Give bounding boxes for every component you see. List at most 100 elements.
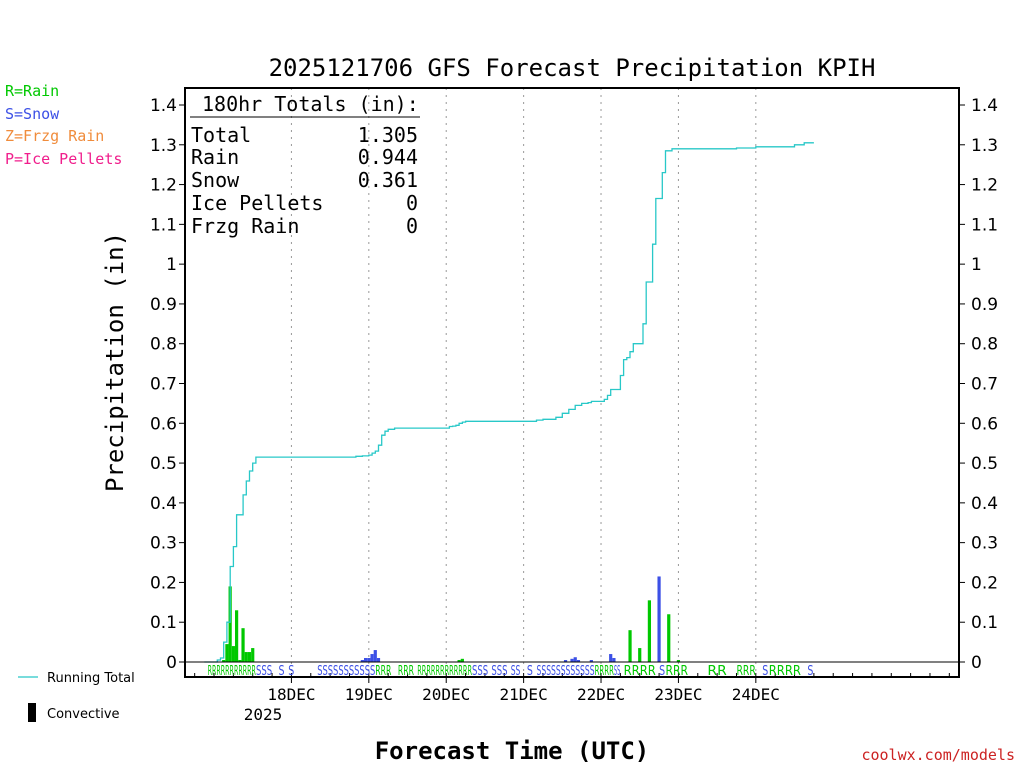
type-marker: S bbox=[807, 664, 813, 679]
y-axis-label: Precipitation (in) bbox=[101, 232, 129, 492]
y-tick-label-right: 1.2 bbox=[971, 176, 998, 196]
precip-bars bbox=[222, 576, 681, 662]
precip-bar bbox=[247, 652, 252, 662]
precip-bar bbox=[244, 652, 248, 662]
type-marker: RR bbox=[707, 664, 726, 679]
y-tick-label-right: 1.4 bbox=[971, 96, 998, 116]
type-marker: S bbox=[279, 664, 285, 679]
precip-bar bbox=[251, 648, 255, 662]
y-tick-label-right: 0.8 bbox=[971, 335, 998, 355]
legend-snow: S=Snow bbox=[5, 105, 60, 123]
y-tick-label-left: 0.3 bbox=[150, 534, 177, 554]
type-marker: RRRR bbox=[769, 664, 801, 679]
y-tick-label-right: 0 bbox=[971, 653, 982, 673]
y-tick-label-left: 0.5 bbox=[150, 454, 177, 474]
precip-bar bbox=[228, 586, 232, 662]
precip-bar bbox=[225, 644, 229, 662]
totals-value-total: 1.305 bbox=[358, 123, 418, 147]
y-tick-label-right: 0.5 bbox=[971, 454, 998, 474]
y-tick-label-left: 0.1 bbox=[150, 613, 177, 633]
type-marker: SSS bbox=[472, 664, 488, 679]
precip-bar bbox=[573, 657, 577, 662]
y-tick-label-right: 0.3 bbox=[971, 534, 998, 554]
x-tick-label: 23DEC bbox=[654, 685, 702, 704]
series-legend: Running Total Convective bbox=[18, 671, 135, 722]
type-marker: RRRR bbox=[595, 664, 614, 679]
type-marker: RRRR bbox=[624, 664, 656, 679]
precip-bar bbox=[373, 650, 377, 662]
type-marker: SS bbox=[614, 664, 620, 679]
precip-bar bbox=[589, 660, 593, 662]
type-marker: SS bbox=[511, 664, 521, 679]
convective-legend-label: Convective bbox=[47, 707, 120, 722]
x-tick-label: 21DEC bbox=[500, 685, 548, 704]
precip-bar bbox=[370, 654, 374, 662]
totals-value-ice-pellets: 0 bbox=[406, 191, 418, 215]
credit-text: coolwx.com/models bbox=[861, 746, 1015, 764]
y-tick-label-right: 0.6 bbox=[971, 414, 998, 434]
type-marker: RRR bbox=[666, 664, 689, 679]
y-tick-label-right: 1 bbox=[971, 255, 982, 275]
type-marker: SSS bbox=[491, 664, 507, 679]
y-tick-label-left: 0.8 bbox=[150, 335, 177, 355]
totals-value-rain: 0.944 bbox=[358, 145, 418, 169]
precip-bar bbox=[647, 600, 651, 662]
type-marker: RRR bbox=[375, 664, 391, 679]
type-marker: SSS bbox=[256, 664, 272, 679]
precip-bar bbox=[570, 658, 574, 662]
precip-bar bbox=[367, 658, 371, 662]
x-tick-label: 20DEC bbox=[422, 685, 470, 704]
type-marker: SSSSSSSSSSSS bbox=[537, 664, 595, 679]
y-tick-label-right: 0.7 bbox=[971, 375, 998, 395]
precip-bar bbox=[628, 630, 632, 662]
y-tick-label-left: 0.6 bbox=[150, 414, 177, 434]
precip-bar bbox=[576, 660, 581, 662]
running-total-layer bbox=[204, 142, 814, 663]
type-marker: S bbox=[659, 664, 665, 679]
y-tick-label-left: 1.4 bbox=[150, 96, 177, 116]
type-markers: RRRRRRRRRRR SSS S S SSSSSSSSSSS RRR RRR RRRRRRR… bbox=[208, 664, 814, 679]
type-marker: RRRRRRRRRRRR bbox=[417, 664, 472, 679]
type-marker: RRR bbox=[398, 664, 414, 679]
x-tick-label: 22DEC bbox=[577, 685, 625, 704]
y-tick-label-left: 1 bbox=[166, 255, 177, 275]
precip-bar bbox=[460, 658, 464, 662]
totals-value-frzg-rain: 0 bbox=[406, 214, 418, 238]
precip-bar bbox=[667, 614, 671, 662]
y-tick-label-left: 0.2 bbox=[150, 573, 177, 593]
precip-bar bbox=[376, 658, 381, 662]
y-tick-label-left: 1.3 bbox=[150, 136, 177, 156]
y-tick-label-left: 0.9 bbox=[150, 295, 177, 315]
totals-label-total: Total bbox=[191, 123, 251, 147]
running-total-legend-label: Running Total bbox=[47, 671, 135, 686]
plot-frame bbox=[184, 87, 960, 678]
y-tick-label-left: 0.4 bbox=[150, 494, 177, 514]
y-tick-label-right: 1.1 bbox=[971, 215, 998, 235]
year-label: 2025 bbox=[244, 705, 283, 724]
y-tick-label-right: 0.2 bbox=[971, 573, 998, 593]
precip-bar bbox=[638, 648, 642, 662]
precip-bar bbox=[612, 658, 616, 662]
precip-bar bbox=[231, 646, 235, 662]
totals-heading: 180hr Totals (in): bbox=[202, 92, 419, 116]
totals-label-snow: Snow bbox=[191, 168, 240, 192]
y-tick-label-right: 0.4 bbox=[971, 494, 998, 514]
precip-bar bbox=[609, 654, 613, 662]
legend-frzg-rain: Z=Frzg Rain bbox=[5, 127, 104, 145]
y-tick-label-left: 0 bbox=[166, 653, 177, 673]
y-tick-label-right: 0.9 bbox=[971, 295, 998, 315]
totals-label-ice-pellets: Ice Pellets bbox=[191, 191, 323, 215]
type-marker: RRR bbox=[736, 664, 755, 679]
type-marker: S bbox=[288, 664, 294, 679]
type-marker: S bbox=[527, 664, 533, 679]
precip-bar bbox=[676, 660, 681, 662]
x-axis-label: Forecast Time (UTC) bbox=[375, 737, 650, 765]
legend-rain: R=Rain bbox=[5, 82, 59, 100]
x-tick-label: 19DEC bbox=[345, 685, 393, 704]
y-tick-label-right: 0.1 bbox=[971, 613, 998, 633]
running-total-line bbox=[204, 142, 814, 663]
precip-bar bbox=[457, 660, 461, 662]
chart-title: 2025121706 GFS Forecast Precipitation KP… bbox=[269, 54, 876, 82]
